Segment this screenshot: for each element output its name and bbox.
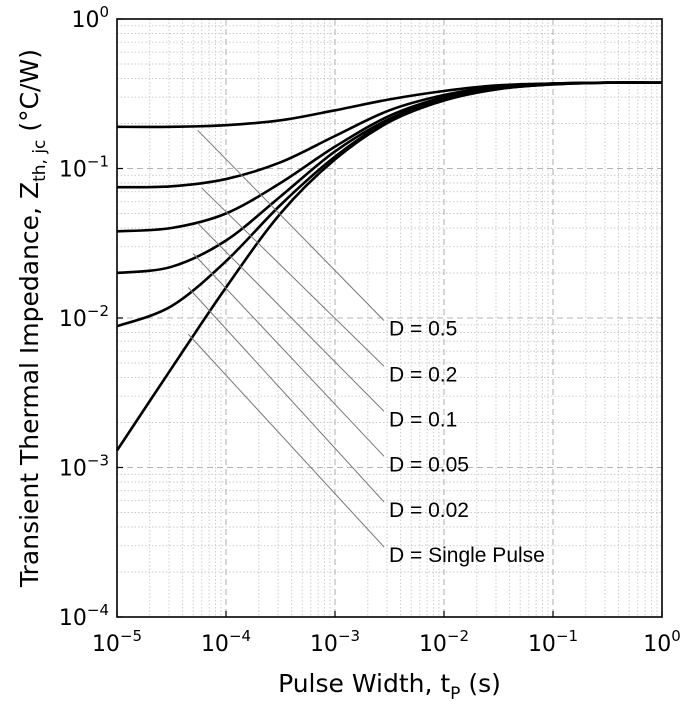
y-axis-title: Transient Thermal Impedance, Zth, jc (°C… [15, 49, 50, 588]
y-tick-label: 10−3 [59, 452, 109, 482]
y-axis-ticks: 10−4 10−3 10−2 10−1 100 [59, 3, 123, 631]
series-line [116, 81, 663, 328]
x-tick-label: 100 [643, 627, 681, 657]
annotation-leader-line [201, 187, 385, 367]
y-tick-label: 100 [71, 3, 109, 33]
x-tick-label: 10−4 [201, 627, 251, 657]
series-line [115, 81, 663, 452]
x-axis-ticks: 10−5 10−4 10−3 10−2 10−1 100 [92, 611, 681, 657]
annotation-label: D = Single Pulse [389, 544, 545, 567]
annotation-label: D = 0.05 [389, 453, 469, 476]
annotation-label: D = 0.02 [389, 499, 469, 522]
annotation-leader-line [192, 253, 385, 457]
y-tick-label: 10−1 [59, 153, 109, 183]
annotation-layer: D = 0.5 D = 0.2 D = 0.1 D = 0.05 D = 0.02 D =… [187, 129, 545, 567]
x-axis-title: Pulse Width, tP (s) [278, 669, 501, 702]
annotation-label: D = 0.5 [389, 318, 457, 341]
y-tick-label: 10−2 [59, 302, 109, 332]
annotation-label: D = 0.2 [389, 363, 457, 386]
x-tick-label: 10−1 [528, 627, 578, 657]
annotation-leader-line [197, 222, 385, 412]
annotation-leader-line [197, 129, 385, 321]
y-tick-label: 10−4 [59, 601, 109, 631]
x-tick-label: 10−2 [419, 627, 469, 657]
annotation-leader-line [187, 287, 385, 503]
x-tick-label: 10−5 [92, 627, 142, 657]
series-line [116, 81, 663, 233]
series-layer [115, 81, 663, 452]
annotation-leader-line [187, 333, 385, 548]
annotation-label: D = 0.1 [389, 408, 457, 431]
x-tick-label: 10−3 [310, 627, 360, 657]
